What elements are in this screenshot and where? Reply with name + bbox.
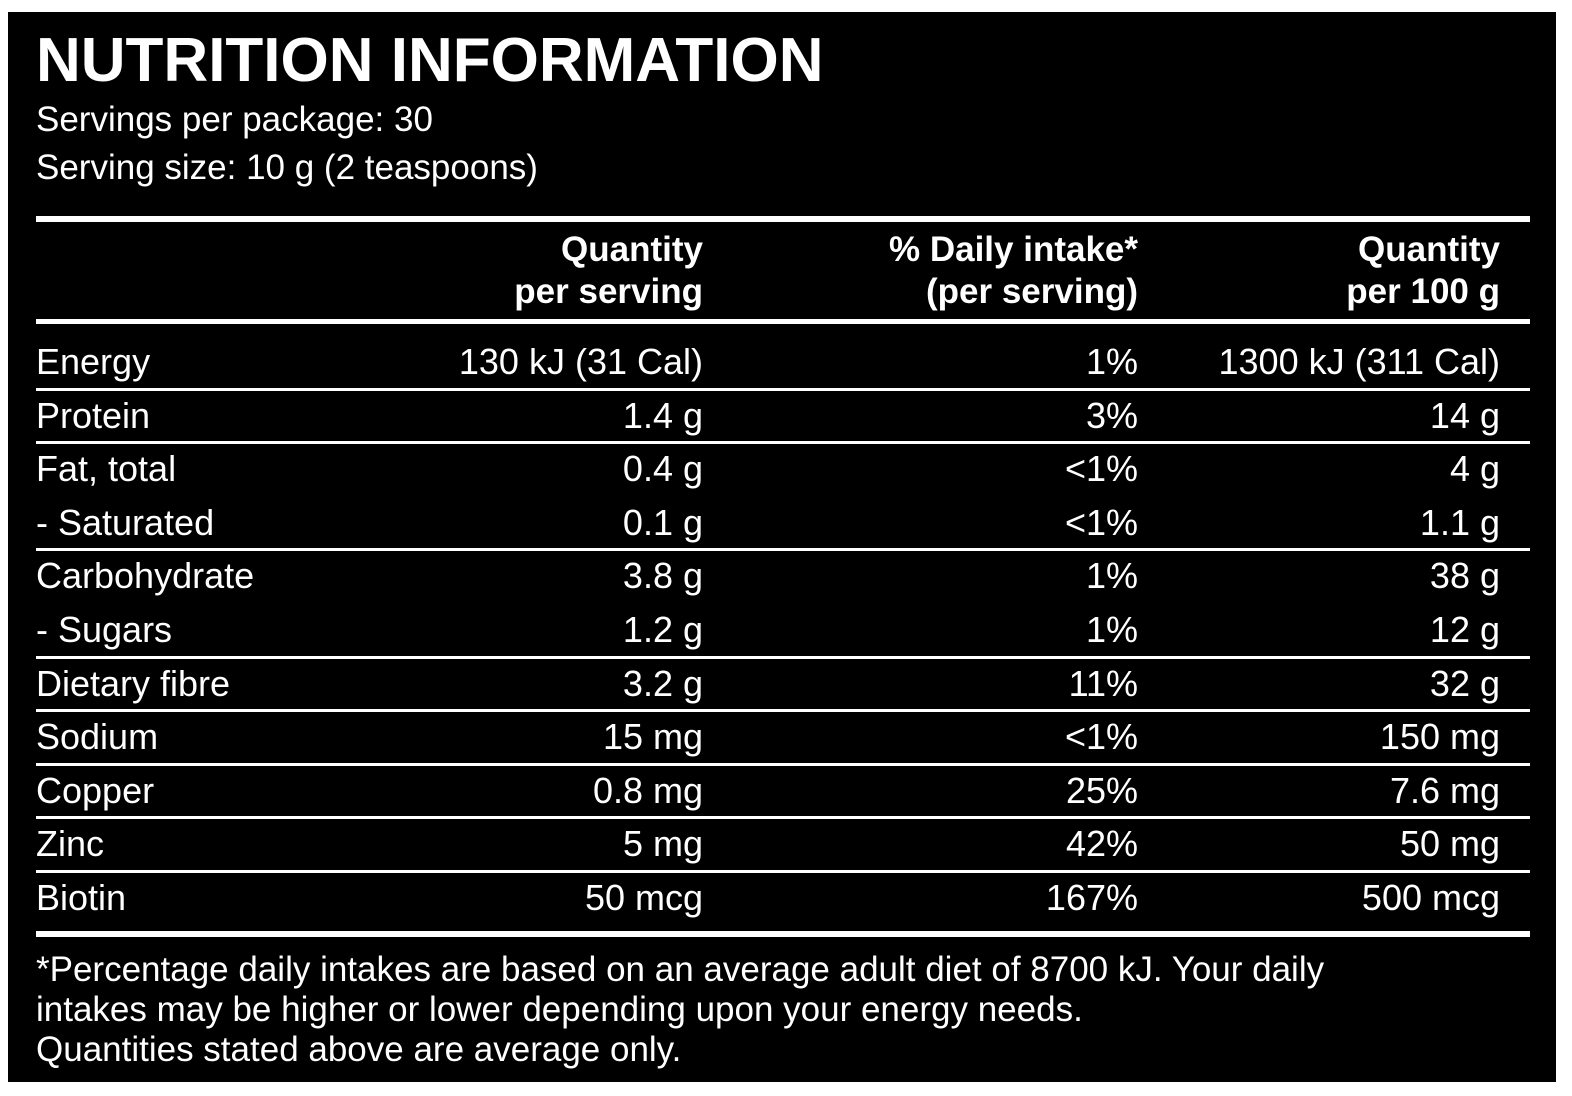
nutrient-value: 32 g	[1429, 662, 1500, 704]
nutrient-name: Energy	[36, 341, 151, 382]
nutrient-value: 0.8 mg	[592, 769, 703, 811]
rule	[36, 870, 1530, 873]
nutrient-value: 7.6 mg	[1389, 769, 1500, 811]
nutrient-value: 4 g	[1449, 448, 1500, 490]
nutrient-value: 50 mcg	[584, 877, 703, 918]
column-header: (per serving)	[926, 272, 1138, 311]
nutrient-name: Sodium	[36, 716, 159, 758]
nutrient-value: 3%	[1085, 394, 1138, 436]
nutrient-name: Copper	[36, 769, 155, 811]
nutrient-value: 500 mcg	[1361, 877, 1500, 918]
serving-size: Serving size: 10 g (2 teaspoons)	[36, 148, 538, 187]
nutrient-value: 0.1 g	[622, 501, 703, 543]
nutrient-value: 12 g	[1429, 609, 1500, 650]
nutrient-value: 15 mg	[602, 716, 703, 758]
panel-background	[8, 12, 1556, 1082]
nutrient-value: 1.4 g	[622, 394, 703, 436]
title: NUTRITION INFORMATION	[36, 26, 824, 95]
rule	[36, 319, 1530, 324]
column-header: per serving	[514, 272, 703, 311]
rule	[36, 709, 1530, 713]
nutrient-value: <1%	[1064, 716, 1138, 758]
nutrient-value: 1%	[1085, 609, 1138, 650]
nutrient-value: 25%	[1065, 769, 1138, 811]
nutrient-value: 130 kJ (31 Cal)	[458, 341, 703, 382]
nutrient-value: 3.2 g	[622, 662, 703, 704]
nutrient-value: 11%	[1068, 662, 1138, 704]
nutrient-value: 14 g	[1429, 394, 1500, 436]
nutrient-value: 150 mg	[1379, 716, 1500, 758]
nutrient-value: 1300 kJ (311 Cal)	[1218, 341, 1500, 382]
rule	[36, 548, 1530, 552]
nutrient-value: <1%	[1064, 448, 1138, 490]
nutrient-value: 1%	[1085, 555, 1138, 597]
nutrient-name: Zinc	[36, 823, 105, 865]
nutrient-value: 3.8 g	[622, 555, 703, 597]
rule	[36, 441, 1530, 445]
nutrient-name: Biotin	[36, 877, 127, 918]
rule	[36, 931, 1530, 937]
rule	[36, 216, 1530, 222]
nutrient-value: 38 g	[1429, 555, 1500, 597]
servings-per-package: Servings per package: 30	[36, 100, 433, 139]
nutrient-value: 1.2 g	[622, 609, 703, 650]
nutrient-name: Dietary fibre	[36, 662, 231, 704]
rule	[36, 762, 1530, 766]
column-header: % Daily intake*	[889, 230, 1138, 269]
nutrient-name: Protein	[36, 394, 151, 436]
nutrient-name: Fat, total	[36, 448, 177, 490]
nutrient-value: 50 mg	[1399, 823, 1500, 865]
footnote: *Percentage daily intakes are based on a…	[36, 950, 1325, 989]
nutrient-value: 5 mg	[622, 823, 703, 865]
nutrient-name: - Sugars	[36, 609, 173, 650]
column-header: Quantity	[1358, 230, 1500, 269]
nutrient-value: 1%	[1085, 341, 1138, 382]
nutrient-value: 1.1 g	[1419, 501, 1500, 543]
footnote: intakes may be higher or lower depending…	[36, 990, 1083, 1029]
nutrient-name: - Saturated	[36, 501, 215, 543]
column-header: per 100 g	[1346, 272, 1500, 311]
rule	[36, 655, 1530, 659]
nutrient-value: 42%	[1065, 823, 1138, 865]
nutrient-name: Carbohydrate	[36, 555, 255, 597]
rule	[36, 816, 1530, 820]
nutrient-value: 0.4 g	[622, 448, 703, 490]
nutrient-value: <1%	[1064, 501, 1138, 543]
rule	[36, 387, 1530, 391]
nutrient-value: 167%	[1045, 877, 1138, 918]
column-header: Quantity	[561, 230, 703, 269]
footnote: Quantities stated above are average only…	[36, 1030, 682, 1069]
